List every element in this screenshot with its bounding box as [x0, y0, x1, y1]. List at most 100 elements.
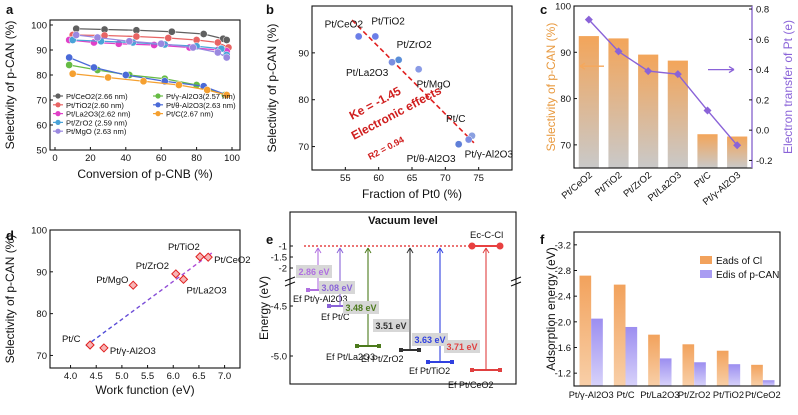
level-marker	[355, 344, 359, 348]
data-point	[104, 73, 112, 82]
y-tick-label: 80	[560, 94, 571, 105]
bar	[728, 364, 741, 386]
axis-break	[510, 276, 522, 287]
level-marker	[468, 242, 476, 250]
data-point	[167, 27, 176, 36]
y-tick-label: -0.2	[756, 156, 772, 167]
bar	[762, 380, 775, 386]
data-point	[199, 30, 208, 38]
x-tick-label: 65	[407, 173, 418, 184]
arrow-head	[406, 247, 414, 254]
point-label: Pt/γ-Al2O3	[465, 150, 514, 161]
plot-frame	[573, 231, 781, 387]
bar	[591, 318, 603, 386]
y-tick-label: 90	[560, 48, 571, 59]
data-point	[673, 70, 682, 79]
legend-entry: Pt/θ-Al2O3(2.63 nm)	[166, 101, 236, 110]
x-tick-label: 5.5	[141, 371, 154, 382]
data-point	[93, 33, 102, 42]
data-point	[222, 36, 231, 44]
legend-entry: Pt/C(2.67 nm)	[166, 110, 214, 119]
data-point	[171, 269, 181, 279]
point-label: Pt/TiO2	[168, 242, 200, 253]
y-tick-label: 80	[36, 309, 47, 320]
legend-marker	[155, 93, 161, 99]
data-point	[195, 252, 205, 262]
legend-swatch	[700, 270, 712, 278]
data-point	[354, 32, 363, 41]
data-point	[614, 47, 623, 56]
level-label: Ef Pt/TiO2	[409, 366, 450, 376]
bar	[697, 134, 718, 168]
bar	[648, 334, 660, 386]
data-point	[100, 31, 109, 40]
level-marker	[496, 242, 504, 250]
data-point	[157, 39, 166, 48]
plot-frame	[573, 5, 753, 169]
y-tick-label: 0.0	[756, 126, 769, 137]
bar	[667, 60, 688, 168]
panel-label: d	[6, 228, 14, 243]
x-axis-title: Conversion of p-CNB (%)	[77, 167, 212, 181]
y-axis-title: Selectivity of p-CAN (%)	[265, 24, 279, 153]
data-point	[584, 15, 593, 24]
y-tick-label: 0.4	[756, 65, 769, 76]
x-axis-title: Fraction of Pt0 (%)	[362, 187, 462, 201]
data-point	[388, 58, 396, 67]
x-axis-title: Work function (eV)	[95, 383, 194, 397]
axis-break	[284, 276, 296, 287]
data-point	[703, 106, 712, 115]
arrow-head	[314, 247, 322, 254]
y-tick-label: 100	[555, 2, 571, 13]
y-tick-label: -5.0	[271, 352, 287, 363]
x-tick-label: 20	[85, 153, 96, 164]
data-point	[203, 86, 212, 94]
x-tick-label: 7.0	[218, 371, 231, 382]
data-point	[65, 61, 74, 69]
gap-box	[412, 333, 448, 346]
legend-entry: Pt/CeO2(2.66 nm)	[66, 92, 128, 101]
legend-entry: Pt/MgO (2.63 nm)	[66, 127, 127, 136]
bar	[608, 38, 629, 169]
data-point	[164, 34, 173, 42]
x-tick-label: 4.0	[64, 371, 77, 382]
x-tick-label: 5.0	[115, 371, 128, 382]
point-label: Pt/La2O3	[187, 285, 227, 296]
panel-label: c	[540, 2, 547, 17]
y-axis-title: Selectivity of p-CAN (%)	[544, 23, 558, 152]
y-tick-label: 100	[31, 226, 47, 237]
point-label: Pt/CeO2	[325, 19, 364, 30]
level-marker	[399, 348, 403, 352]
data-point	[132, 32, 141, 41]
bar	[579, 275, 592, 386]
data-point	[394, 56, 403, 64]
y-axis-title: Selectivity of p-CAN (%)	[3, 21, 17, 150]
gap-box	[444, 340, 480, 353]
data-point	[222, 91, 231, 99]
x-tick-label: 4.5	[90, 371, 103, 382]
y-tick-label: 90	[298, 48, 309, 59]
x-tick-label: Pt/La2O3	[640, 390, 679, 400]
gap-box	[373, 319, 409, 332]
bar	[727, 136, 748, 168]
data-point	[414, 65, 423, 74]
legend-marker	[55, 111, 61, 117]
data-point	[454, 140, 463, 149]
data-point	[68, 69, 77, 78]
bar	[751, 364, 763, 386]
legend-marker	[55, 102, 61, 108]
y-tick-label: -2.8	[555, 266, 571, 277]
gap-value: 3.08 eV	[321, 283, 352, 293]
annotation: R2 = 0.94	[366, 134, 405, 161]
y-tick-label: 70	[36, 96, 47, 107]
point-label: Pt/γ-Al2O3	[110, 346, 156, 357]
level-marker	[498, 368, 502, 372]
legend-entry: Pt/TiO2(2.60 nm)	[66, 101, 124, 110]
point-label: Pt/MgO	[417, 79, 451, 90]
bar	[578, 36, 599, 169]
data-point	[72, 31, 81, 39]
legend-swatch	[700, 256, 712, 264]
x-tick-label: 6.0	[167, 371, 180, 382]
level-label: Ef Pt/CeO2	[448, 380, 494, 390]
